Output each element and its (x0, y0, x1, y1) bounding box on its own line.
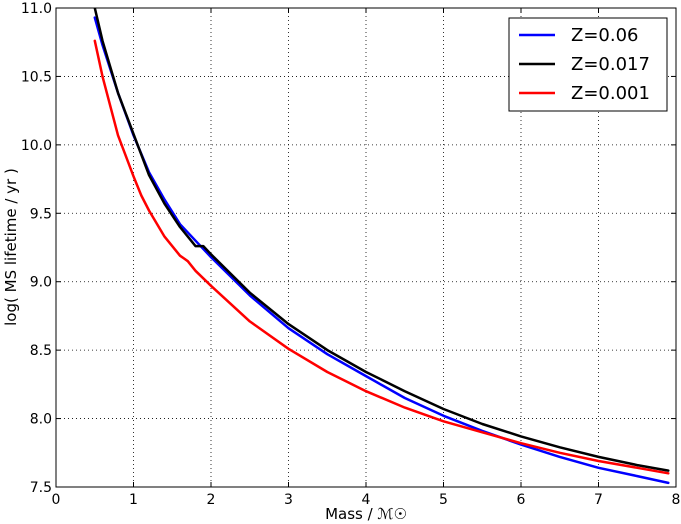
x-tick-label: 2 (207, 492, 216, 508)
series-lines (93, 8, 670, 485)
series-line-2 (93, 39, 670, 475)
legend-label-z006: Z=0.06 (571, 25, 639, 46)
legend-label-z0017: Z=0.017 (571, 54, 650, 75)
x-tick-label: 5 (439, 492, 448, 508)
y-tick-label: 8.0 (30, 412, 52, 428)
y-axis-label: log( MS lifetime / yr ) (2, 168, 20, 326)
x-tick-label: 8 (672, 492, 681, 508)
y-tick-label: 10.5 (21, 69, 52, 85)
x-tick-label: 3 (284, 492, 293, 508)
x-tick-label: 7 (594, 492, 603, 508)
y-tick-label: 7.5 (30, 480, 52, 496)
legend-label-z0001: Z=0.001 (571, 83, 650, 104)
y-tick-label: 8.5 (30, 343, 52, 359)
legend: Z=0.06 Z=0.017 Z=0.001 (508, 17, 668, 112)
x-tick-label: 4 (362, 492, 371, 508)
y-tick-label: 11.0 (21, 1, 52, 17)
x-tick-label: 1 (129, 492, 138, 508)
tick-labels: 0 1 2 3 4 5 6 7 8 7.5 8.0 8.5 9.0 9.5 10.0 10.5 11.0 (21, 1, 681, 508)
x-tick-label: 0 (52, 492, 61, 508)
x-axis-label: Mass / ℳ☉ (325, 505, 407, 523)
y-tick-label: 10.0 (21, 138, 52, 154)
y-tick-label: 9.0 (30, 275, 52, 291)
series-line-1 (93, 8, 670, 472)
x-tick-label: 6 (517, 492, 526, 508)
axis-ticks (55, 7, 677, 488)
y-tick-label: 9.5 (30, 206, 52, 222)
